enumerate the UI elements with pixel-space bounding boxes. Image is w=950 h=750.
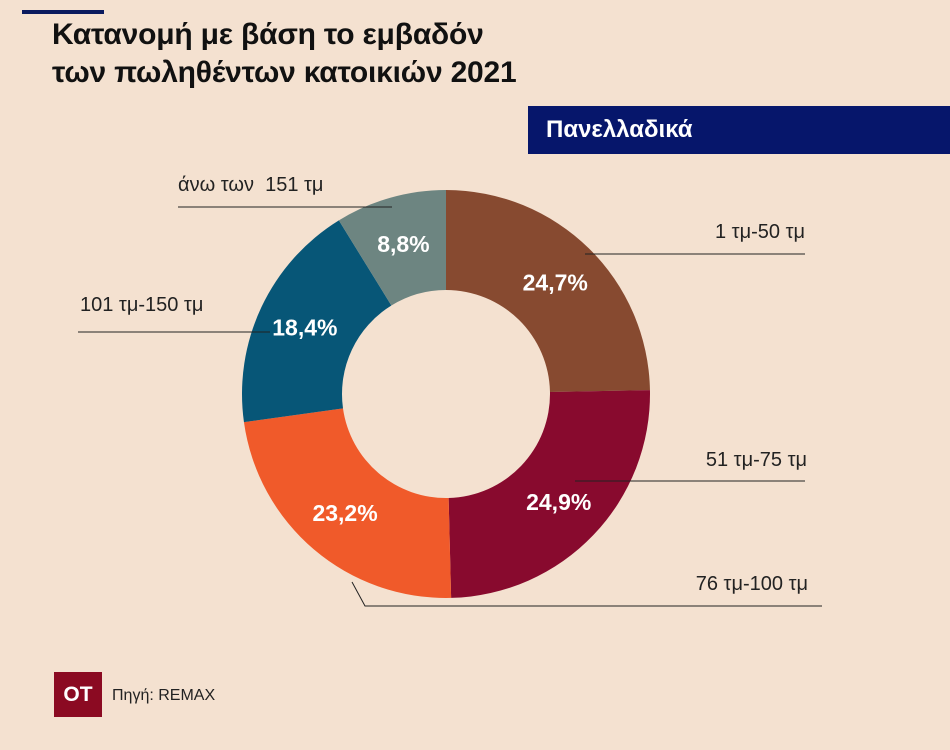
slice-percent-label: 24,7% bbox=[523, 270, 588, 296]
slice-category-label: 76 τμ-100 τμ bbox=[696, 573, 808, 595]
donut-segments bbox=[242, 189, 650, 598]
slice-percent-labels: 24,7% 24,9% 23,2% 18,4% 8,8% bbox=[272, 231, 591, 526]
slice-category-label: άνω των 151 τμ bbox=[178, 174, 323, 196]
publisher-logo: ΟΤ bbox=[54, 672, 102, 717]
donut-slice bbox=[448, 390, 650, 598]
source-note: Πηγή: REMAX bbox=[112, 687, 216, 704]
region-badge: Πανελλαδικά bbox=[528, 106, 950, 154]
slice-category-label: 101 τμ-150 τμ bbox=[80, 294, 203, 316]
slice-percent-label: 23,2% bbox=[312, 500, 377, 526]
top-accent-rule bbox=[22, 10, 104, 14]
slice-category-label: 1 τμ-50 τμ bbox=[715, 221, 805, 243]
donut-slice bbox=[446, 189, 650, 393]
donut-slice bbox=[242, 220, 392, 423]
slice-category-label: 51 τμ-75 τμ bbox=[706, 449, 807, 471]
donut-slice bbox=[338, 190, 446, 306]
leader-line bbox=[351, 581, 822, 607]
slice-percent-label: 24,9% bbox=[526, 489, 591, 515]
chart-title: Κατανομή με βάση το εμβαδόν των πωληθέντ… bbox=[52, 16, 517, 92]
slice-labels: 1 τμ-50 τμ 51 τμ-75 τμ 76 τμ-100 τμ 101 τμ-… bbox=[80, 174, 808, 595]
chart-title-line-1: Κατανομή με βάση το εμβαδόν bbox=[52, 18, 484, 51]
slice-percent-label: 8,8% bbox=[377, 231, 429, 257]
chart-title-line-2: των πωληθέντων κατοικιών 2021 bbox=[52, 56, 517, 89]
slice-percent-label: 18,4% bbox=[272, 315, 337, 341]
leader-lines bbox=[78, 206, 822, 607]
donut-slice bbox=[243, 408, 452, 598]
